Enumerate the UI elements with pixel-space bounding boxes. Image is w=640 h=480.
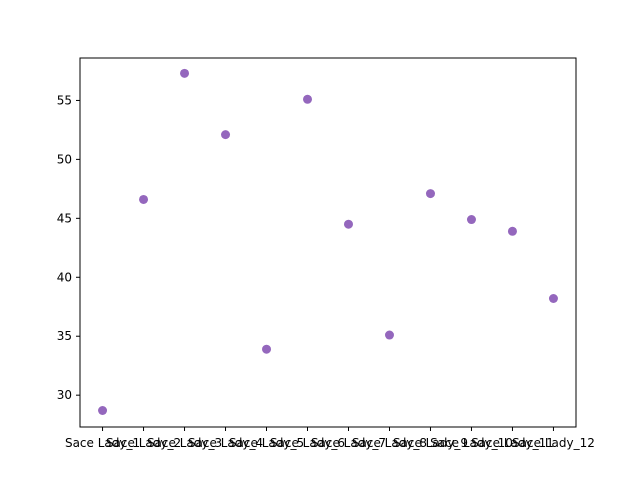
data-point [343, 219, 353, 229]
data-point [180, 68, 190, 78]
data-point [262, 344, 272, 354]
data-point [507, 226, 517, 236]
data-point [303, 94, 313, 104]
y-tick-label: 55 [57, 93, 72, 107]
data-point [139, 194, 149, 204]
plot-frame [79, 57, 577, 428]
x-tick-label: Sace Lady_7 [311, 436, 386, 450]
y-axis-ticks: 30 35 40 45 50 55 [57, 93, 80, 402]
data-point [98, 405, 108, 415]
data-point [221, 130, 231, 140]
plot-area [79, 57, 577, 428]
y-tick-label: 50 [57, 152, 72, 166]
y-tick-label: 35 [57, 329, 72, 343]
x-tick-label: Sace Lady_6 [270, 436, 345, 450]
data-point [384, 330, 394, 340]
x-tick-label: Sace Lady_12 [512, 436, 595, 450]
x-tick-label: Sace Lady_2 [106, 436, 181, 450]
y-tick-label: 45 [57, 211, 72, 225]
y-tick-label: 40 [57, 270, 72, 284]
data-point [548, 293, 558, 303]
x-tick-label: Sace Lady_11 [471, 436, 554, 450]
data-point [425, 189, 435, 199]
x-tick-label: Sace Lady_10 [430, 436, 513, 450]
x-tick-label: Sace Lady_3 [147, 436, 222, 450]
x-tick-label: Sace Lady_4 [188, 436, 263, 450]
x-tick-label: Sace Lady_1 [65, 436, 140, 450]
data-points [98, 68, 558, 415]
data-point [466, 215, 476, 225]
x-tick-label: Sace Lady_5 [229, 436, 304, 450]
y-tick-label: 30 [57, 388, 72, 402]
x-tick-label: Sace Lady_9 [393, 436, 468, 450]
x-tick-label: Sace Lady_8 [352, 436, 427, 450]
